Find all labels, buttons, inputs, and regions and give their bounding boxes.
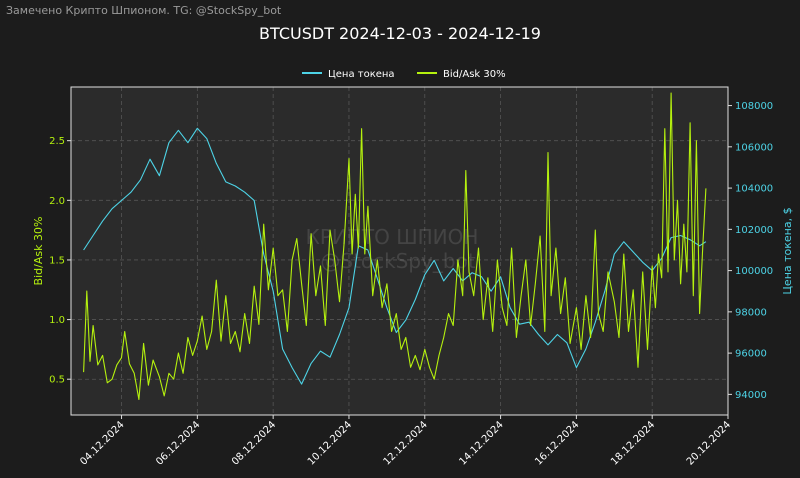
legend-entry: Bid/Ask 30% [443, 69, 506, 80]
x-tick-label: 06.12.2024 [154, 419, 202, 467]
y-right-tick-label: 102000 [735, 225, 773, 236]
x-tick-label: 12.12.2024 [382, 419, 430, 467]
y-left-tick-label: 2.0 [49, 196, 65, 207]
x-tick-label: 08.12.2024 [230, 419, 278, 467]
watermark-line-1: КРИПТО ШПИОН [306, 225, 479, 249]
y-right-tick-label: 98000 [735, 307, 767, 318]
y-left-tick-label: 1.5 [49, 255, 65, 266]
x-tick-label: 10.12.2024 [306, 419, 354, 467]
bidask-line [83, 92, 707, 401]
y-right-tick-label: 104000 [735, 184, 773, 195]
x-tick-label: 14.12.2024 [457, 419, 505, 467]
x-tick-label: 16.12.2024 [533, 419, 581, 467]
y-left-tick-label: 0.5 [49, 375, 65, 386]
y-right-tick-label: 96000 [735, 349, 767, 360]
y-right-tick-label: 94000 [735, 390, 767, 401]
watermark-text: Замечено Крипто Шпионом. TG: @StockSpy_b… [6, 4, 282, 17]
x-tick-label: 04.12.2024 [78, 419, 126, 467]
legend-entry: Цена токена [328, 69, 395, 80]
y-right-tick-label: 106000 [735, 142, 773, 153]
legend: Цена токена Bid/Ask 30% [302, 69, 506, 80]
plot-frame [70, 86, 729, 416]
x-tick-label: 20.12.2024 [685, 419, 733, 467]
y-left-axis-label: Bid/Ask 30% [32, 217, 45, 286]
grid-lines [71, 87, 729, 415]
y-right-tick-label: 108000 [735, 101, 773, 112]
x-tick-label: 18.12.2024 [609, 419, 657, 467]
watermark-line-2: @StockSpy_bot [320, 249, 476, 273]
price-line [83, 127, 707, 385]
y-left-tick-label: 1.0 [49, 315, 65, 326]
y-right-tick-label: 100000 [735, 266, 773, 277]
series-layer [83, 92, 707, 401]
center-watermark: КРИПТО ШПИОН @StockSpy_bot [306, 225, 479, 273]
y-right-axis-label: Цена токена, $ [781, 207, 794, 294]
chart-title: BTCUSDT 2024-12-03 - 2024-12-19 [259, 24, 541, 43]
y-left-tick-label: 2.5 [49, 136, 65, 147]
